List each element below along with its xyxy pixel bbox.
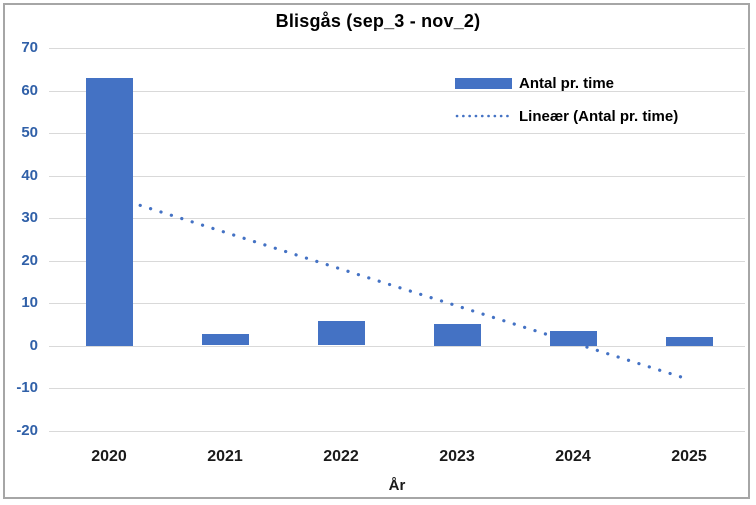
y-tick-label: 60	[21, 81, 38, 99]
y-tick-label: -10	[16, 379, 38, 396]
legend-item-series: Antal pr. time	[455, 72, 678, 94]
trendline-dotted	[107, 193, 691, 382]
bar-2021	[201, 333, 249, 346]
gridline	[49, 133, 745, 134]
x-tick-label-2025: 2025	[671, 448, 707, 465]
gridline	[49, 175, 745, 177]
gridline	[49, 345, 745, 347]
y-tick-label: 30	[21, 209, 38, 226]
x-tick-label-2023: 2023	[439, 448, 475, 465]
legend-item-trendline: Lineær (Antal pr. time)	[455, 105, 678, 127]
gridline	[49, 90, 745, 92]
legend-series-label: Antal pr. time	[519, 74, 615, 92]
x-tick-label-2021: 2021	[207, 448, 243, 465]
bar-2024	[549, 330, 597, 346]
chart-title: Blisgås (sep_3 - nov_2)	[275, 11, 481, 31]
bar-2020	[85, 77, 133, 346]
y-tick-label: 70	[21, 39, 38, 56]
x-axis-title: År	[388, 477, 406, 494]
gridline	[49, 303, 745, 304]
legend: Antal pr. time Lineær (Antal pr. time)	[455, 72, 678, 138]
y-tick-label: 10	[21, 294, 38, 311]
y-tick-label: -20	[16, 421, 38, 439]
gridline	[49, 388, 745, 389]
legend-bar-swatch-icon	[455, 77, 512, 89]
bar-2025	[665, 337, 713, 346]
bar-2023	[433, 324, 481, 346]
y-tick-label: 20	[21, 251, 38, 269]
x-tick-label-2022: 2022	[323, 448, 359, 465]
y-tick-label: 0	[29, 336, 38, 354]
x-tick-label-2020: 2020	[91, 448, 127, 465]
gridline	[49, 260, 745, 262]
legend-dotted-line-icon	[455, 114, 512, 118]
y-tick-label: 40	[21, 166, 38, 184]
legend-trendline-label: Lineær (Antal pr. time)	[519, 107, 679, 125]
gridline	[49, 218, 745, 219]
bar-2022	[317, 320, 365, 346]
y-tick-label: 50	[21, 124, 38, 141]
gridline	[49, 430, 745, 432]
gridline	[49, 48, 745, 49]
x-tick-label-2024: 2024	[555, 448, 591, 465]
